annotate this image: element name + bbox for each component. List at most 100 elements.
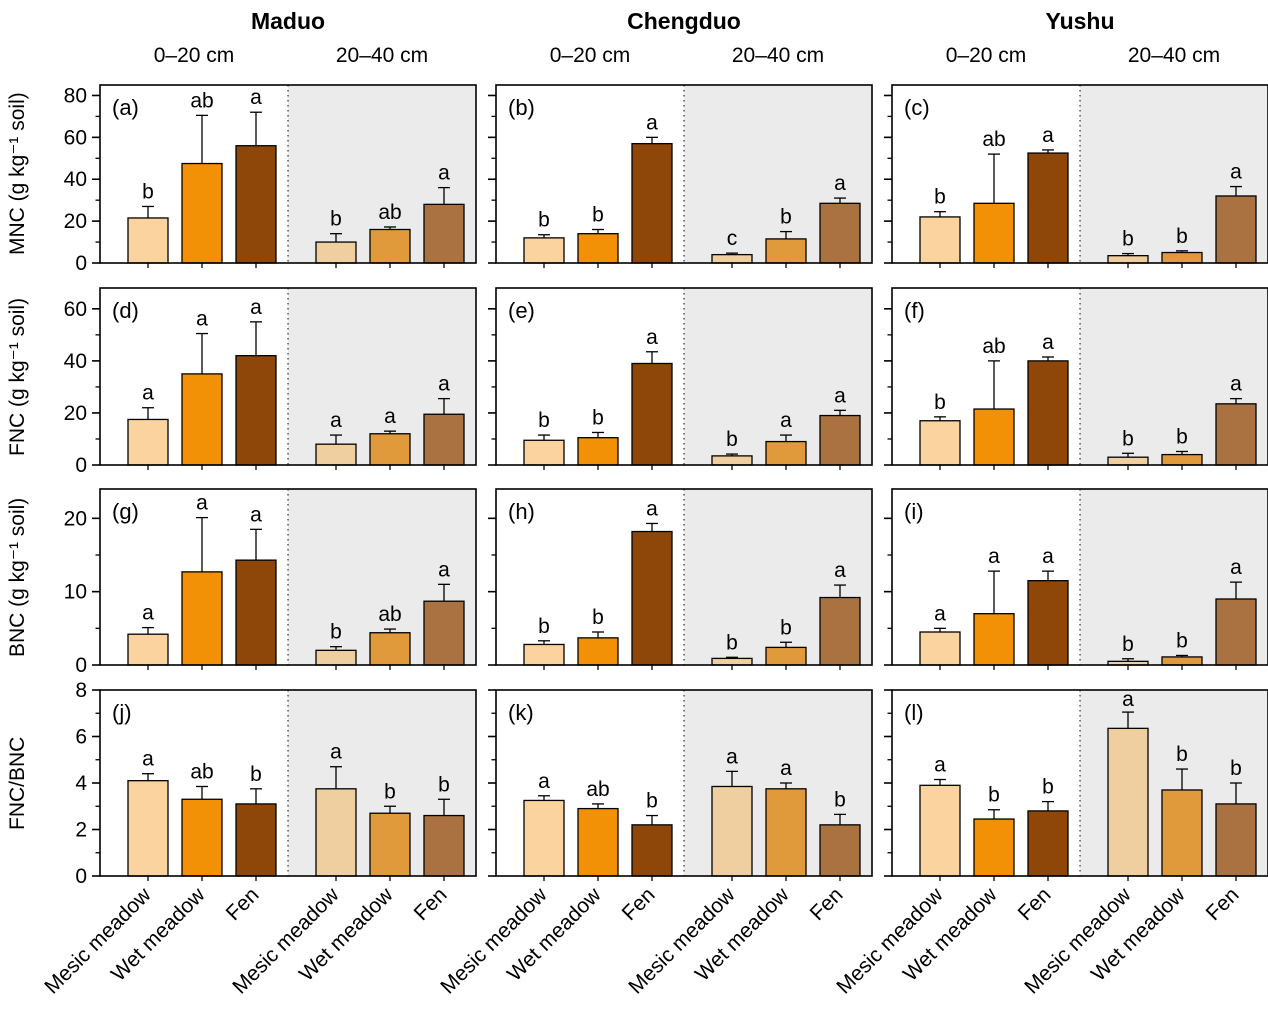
y-tick-label: 40 [64,168,87,191]
bar-fen [1027,580,1069,666]
site-title-yushu: Yushu [1045,8,1115,34]
bar-mesic-meadow [1107,255,1149,264]
significance-letter: a [250,296,262,319]
bar-wet-meadow [765,788,807,877]
depth-label-20-40: 20–40 cm [335,44,429,67]
panel-id-label: (f) [904,298,925,323]
significance-letter: ab [378,201,401,224]
bar-wet-meadow [181,373,223,466]
y-tick-label: 4 [75,772,87,795]
bar-fen [1027,360,1069,466]
bar-fen [1215,403,1257,466]
significance-letter: a [780,409,792,432]
significance-letter: ab [982,128,1005,151]
significance-letter: a [142,602,154,625]
bar-mesic-meadow [523,799,565,877]
panel-frame [495,84,873,264]
y-tick-label: 20 [64,507,87,530]
y-tick-label: 0 [75,865,87,888]
x-category-label: Wet meadow [107,883,210,986]
panel-h: b b a b b a (h) [488,488,873,670]
y-tick-label: 8 [75,679,87,702]
bar-wet-meadow [1161,251,1203,264]
panel-id-label: (j) [112,700,132,725]
bar-wet-meadow [369,228,411,264]
significance-letter: a [330,741,342,764]
bar-wet-meadow [1161,656,1203,666]
bar-mesic-meadow [315,241,357,264]
significance-letter: b [538,409,550,432]
significance-letter: b [330,208,342,231]
panel-b: b b a c b a (b) [488,84,873,268]
significance-letter: b [1122,427,1134,450]
bar-fen [1215,598,1257,666]
significance-letter: c [727,227,738,250]
panel-frame [891,488,1268,666]
bar-mesic-meadow [127,217,169,264]
significance-letter: b [1176,425,1188,448]
significance-letter: a [1042,124,1054,147]
significance-letter: a [1042,331,1054,354]
panel-chart: a a a b b a (i) [884,488,1268,670]
panel-frame [891,84,1268,264]
panel-frame [891,287,1268,466]
bar-wet-meadow [577,437,619,466]
significance-letter: a [538,770,550,793]
significance-letter: b [780,206,792,229]
x-category-label: Fen [1014,883,1056,925]
bar-mesic-meadow [127,418,169,466]
x-category-label: Wet meadow [1087,883,1190,986]
panel-d: a a a a a a 0 20 40 60 (d) [64,287,477,477]
x-category-label: Fen [1202,883,1244,925]
y-tick-label: 0 [75,654,87,677]
bar-fen [235,559,277,666]
x-category-label: Wet meadow [899,883,1002,986]
panel-id-label: (l) [904,700,924,725]
y-tick-label: 2 [75,819,87,842]
bar-wet-meadow [973,613,1015,666]
x-category-label: Wet meadow [295,883,398,986]
bar-fen [631,142,673,264]
y-axis-label-bnc: BNC (g kg⁻¹ soil) [6,497,29,657]
bar-wet-meadow [369,433,411,466]
site-title-maduo: Maduo [250,8,326,34]
panel-id-label: (a) [112,95,139,120]
significance-letter: a [1230,373,1242,396]
bar-mesic-meadow [1107,456,1149,466]
bar-fen [1027,152,1069,264]
bar-wet-meadow [765,646,807,666]
significance-letter: b [1042,776,1054,799]
depth-label-0-20: 0–20 cm [153,44,235,67]
bar-mesic-meadow [315,443,357,466]
x-category-label: Fen [222,883,264,925]
bar-wet-meadow [973,202,1015,264]
bar-fen [423,413,465,466]
bar-wet-meadow [369,812,411,877]
panel-chart: b b a b b a (h) [488,488,873,670]
significance-letter: b [538,209,550,232]
significance-letter: a [934,602,946,625]
bar-wet-meadow [1161,789,1203,877]
panel-a: b ab a b ab a 0 20 40 60 80 (a) [64,84,477,275]
significance-letter: a [1230,161,1242,184]
bar-fen [423,814,465,877]
significance-letter: a [196,308,208,331]
bar-wet-meadow [577,807,619,877]
depth-label-0-20: 0–20 cm [945,44,1027,67]
panel-id-label: (b) [508,95,535,120]
significance-letter: b [142,180,154,203]
bar-mesic-meadow [523,439,565,466]
significance-letter: b [1176,225,1188,248]
significance-letter: a [330,409,342,432]
significance-letter: b [330,621,342,644]
bar-wet-meadow [765,238,807,264]
bar-fen [819,202,861,264]
bar-fen [631,362,673,466]
significance-letter: a [934,754,946,777]
panel-id-label: (h) [508,499,535,524]
bar-mesic-meadow [919,216,961,264]
significance-letter: a [250,86,262,109]
bar-wet-meadow [1161,453,1203,466]
significance-letter: b [438,773,450,796]
panel-frame [495,287,873,466]
